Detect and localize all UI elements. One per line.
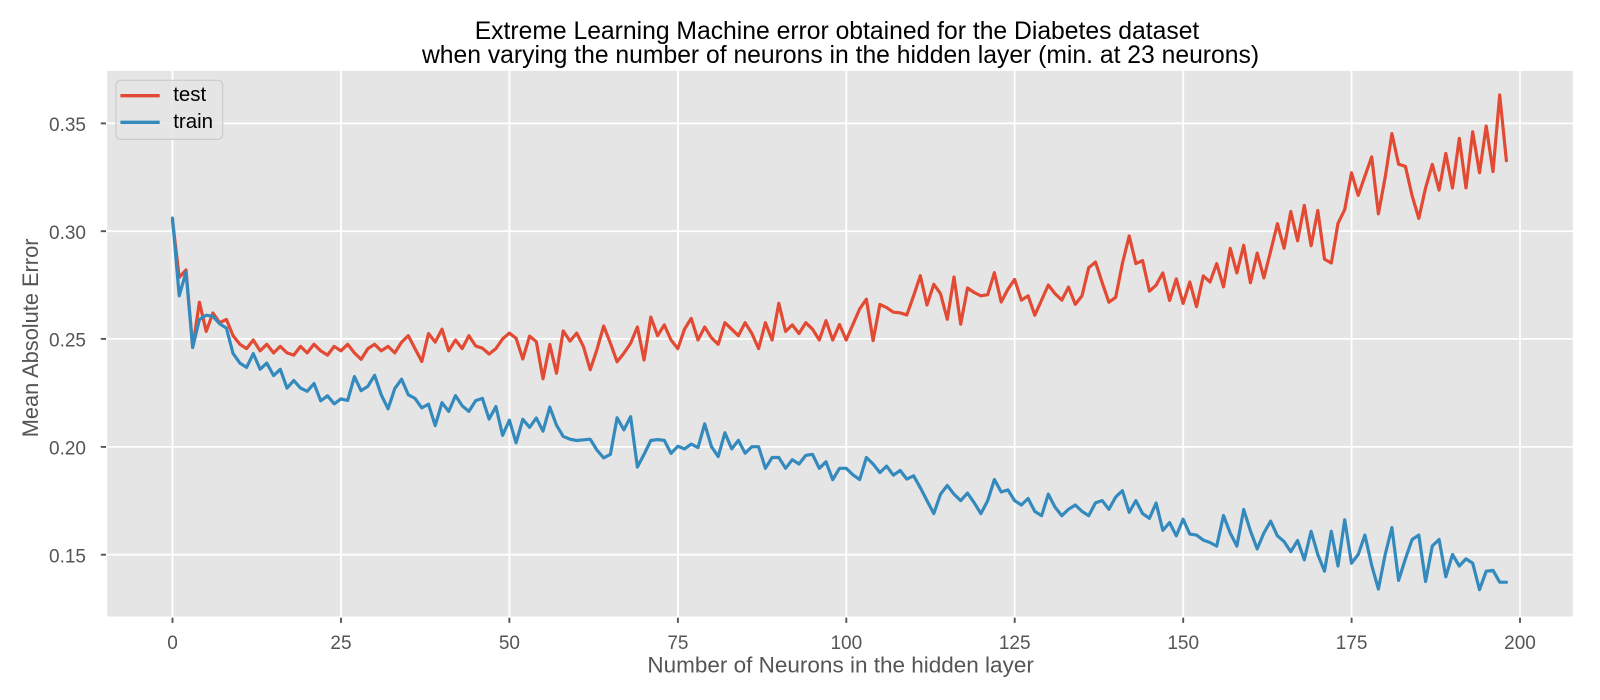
svg-text:0: 0: [167, 633, 178, 654]
svg-text:75: 75: [667, 633, 688, 654]
svg-text:150: 150: [1167, 633, 1199, 654]
svg-text:125: 125: [999, 633, 1031, 654]
svg-text:train: train: [173, 110, 213, 133]
svg-text:0.35: 0.35: [49, 115, 86, 136]
svg-text:0.20: 0.20: [49, 439, 86, 460]
svg-text:Number of Neurons in the hidde: Number of Neurons in the hidden layer: [647, 653, 1034, 678]
svg-text:0.25: 0.25: [49, 331, 86, 352]
svg-text:test: test: [173, 83, 206, 106]
svg-text:200: 200: [1504, 633, 1536, 654]
svg-text:0.15: 0.15: [49, 546, 86, 567]
svg-text:Mean Absolute Error: Mean Absolute Error: [18, 239, 43, 438]
svg-text:when varying the number of neu: when varying the number of neurons in th…: [421, 42, 1259, 69]
svg-text:Extreme Learning Machine error: Extreme Learning Machine error obtained …: [475, 18, 1200, 45]
svg-text:25: 25: [330, 633, 351, 654]
svg-text:100: 100: [830, 633, 862, 654]
svg-text:50: 50: [499, 633, 520, 654]
svg-text:0.30: 0.30: [49, 223, 86, 244]
svg-text:175: 175: [1336, 633, 1368, 654]
